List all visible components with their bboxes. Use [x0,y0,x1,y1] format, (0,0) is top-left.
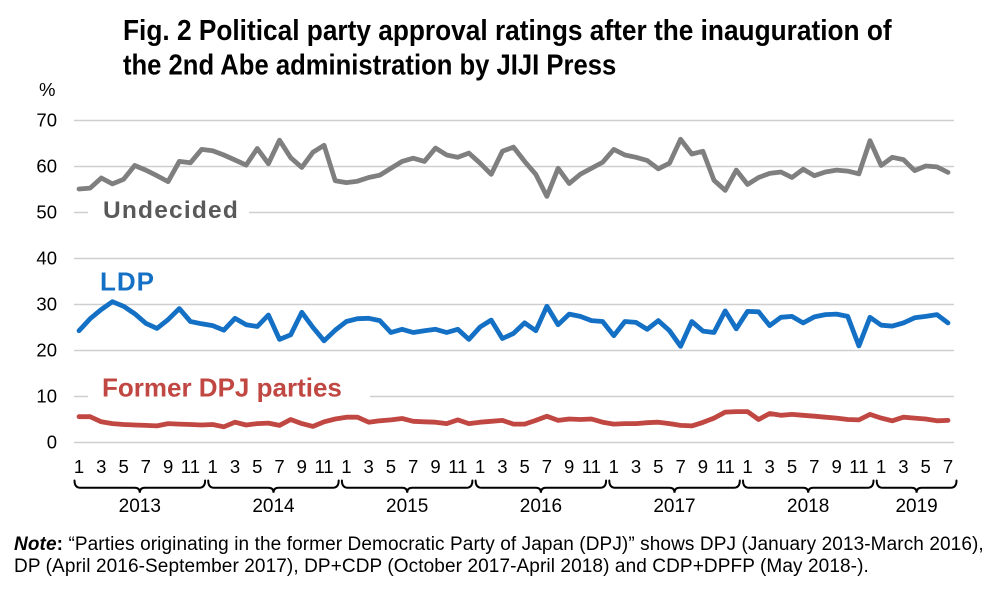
svg-text:%: % [39,79,55,100]
svg-text:Fig. 2 Political party approva: Fig. 2 Political party approval ratings … [123,14,892,47]
svg-text:5: 5 [519,456,529,477]
svg-text:9: 9 [831,456,841,477]
svg-text:5: 5 [118,456,128,477]
svg-text:Undecided: Undecided [103,197,239,224]
svg-text:11: 11 [849,456,868,477]
svg-text:10: 10 [36,386,57,407]
svg-text:1: 1 [341,456,351,477]
svg-text:9: 9 [564,456,574,477]
svg-text:2019: 2019 [895,496,937,517]
svg-text:9: 9 [297,456,307,477]
svg-text:3: 3 [497,456,507,477]
svg-text:7: 7 [408,456,418,477]
svg-text:1: 1 [74,456,84,477]
svg-text:2013: 2013 [119,496,161,517]
svg-text:7: 7 [943,456,953,477]
svg-text:1: 1 [475,456,485,477]
svg-text:the 2nd Abe administration by: the 2nd Abe administration by JIJI Press [123,48,616,81]
svg-text:LDP: LDP [100,267,155,297]
svg-text:2018: 2018 [787,496,829,517]
svg-text:5: 5 [921,456,931,477]
svg-text:2014: 2014 [252,496,295,517]
svg-text:70: 70 [36,110,57,131]
svg-text:2015: 2015 [386,496,428,517]
svg-text:11: 11 [448,456,467,477]
svg-text:50: 50 [36,202,57,223]
svg-text:11: 11 [181,456,200,477]
svg-text:5: 5 [386,456,396,477]
svg-text:60: 60 [36,156,57,177]
svg-text:11: 11 [716,456,735,477]
svg-text:7: 7 [141,456,151,477]
svg-text:3: 3 [96,456,106,477]
svg-text:20: 20 [36,340,57,361]
svg-text:3: 3 [765,456,775,477]
svg-text:1: 1 [876,456,886,477]
svg-text:2017: 2017 [653,496,695,517]
svg-text:7: 7 [675,456,685,477]
svg-text:1: 1 [742,456,752,477]
svg-text:3: 3 [631,456,641,477]
svg-text:11: 11 [314,456,333,477]
svg-text:0: 0 [47,432,57,453]
svg-text:9: 9 [698,456,708,477]
svg-text:7: 7 [809,456,819,477]
svg-text:9: 9 [430,456,440,477]
svg-text:5: 5 [787,456,797,477]
svg-text:7: 7 [274,456,284,477]
svg-text:3: 3 [898,456,908,477]
svg-text:3: 3 [364,456,374,477]
svg-text:40: 40 [36,248,57,269]
svg-text:2016: 2016 [520,496,562,517]
svg-text:5: 5 [653,456,663,477]
svg-text:Former DPJ parties: Former DPJ parties [102,372,342,402]
svg-text:1: 1 [208,456,218,477]
svg-text:5: 5 [252,456,262,477]
svg-text:7: 7 [542,456,552,477]
svg-text:9: 9 [163,456,173,477]
svg-text:1: 1 [609,456,619,477]
svg-text:3: 3 [230,456,240,477]
svg-text:11: 11 [582,456,601,477]
svg-text:30: 30 [36,294,57,315]
